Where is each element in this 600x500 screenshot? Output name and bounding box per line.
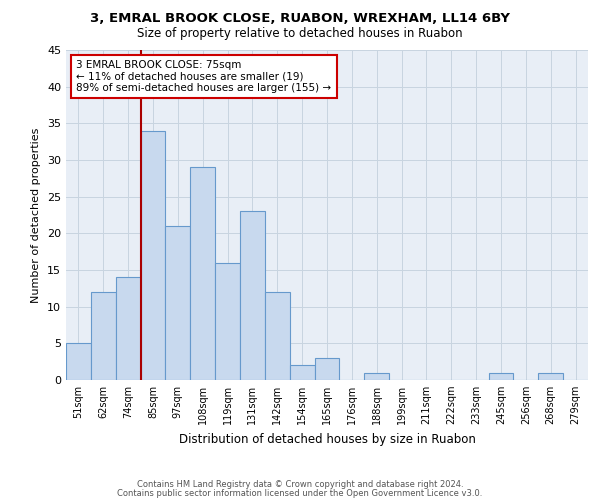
Bar: [364, 372, 389, 380]
X-axis label: Distribution of detached houses by size in Ruabon: Distribution of detached houses by size …: [179, 432, 475, 446]
Bar: [488, 372, 514, 380]
Text: 3, EMRAL BROOK CLOSE, RUABON, WREXHAM, LL14 6BY: 3, EMRAL BROOK CLOSE, RUABON, WREXHAM, L…: [90, 12, 510, 26]
Bar: [314, 358, 340, 380]
Bar: [290, 366, 314, 380]
Bar: [240, 212, 265, 380]
Text: 3 EMRAL BROOK CLOSE: 75sqm
← 11% of detached houses are smaller (19)
89% of semi: 3 EMRAL BROOK CLOSE: 75sqm ← 11% of deta…: [76, 60, 332, 93]
Bar: [140, 130, 166, 380]
Bar: [91, 292, 116, 380]
Text: Size of property relative to detached houses in Ruabon: Size of property relative to detached ho…: [137, 28, 463, 40]
Bar: [265, 292, 290, 380]
Bar: [538, 372, 563, 380]
Bar: [66, 344, 91, 380]
Bar: [166, 226, 190, 380]
Y-axis label: Number of detached properties: Number of detached properties: [31, 128, 41, 302]
Text: Contains public sector information licensed under the Open Government Licence v3: Contains public sector information licen…: [118, 488, 482, 498]
Bar: [116, 278, 140, 380]
Bar: [215, 262, 240, 380]
Text: Contains HM Land Registry data © Crown copyright and database right 2024.: Contains HM Land Registry data © Crown c…: [137, 480, 463, 489]
Bar: [190, 168, 215, 380]
